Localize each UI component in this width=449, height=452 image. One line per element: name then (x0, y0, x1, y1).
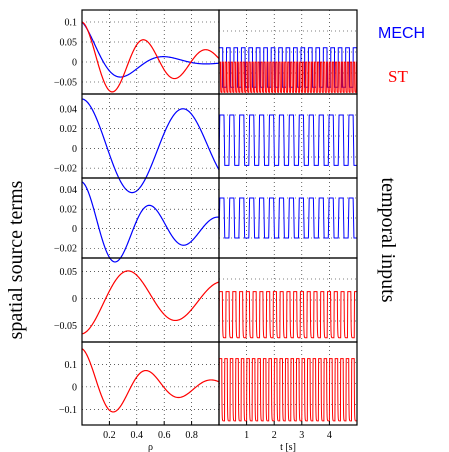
series-line-mech (81, 21, 220, 78)
series-line-st (81, 348, 220, 413)
series-line-mech (218, 114, 357, 166)
ytick-label: 0.05 (60, 267, 78, 278)
ytick-label: 0.04 (60, 104, 78, 115)
series-line-mech (218, 197, 357, 239)
legend-mech: MECH (378, 25, 425, 42)
ytick-label: 0.02 (60, 205, 78, 216)
panel-frame (81, 341, 220, 426)
series-line-st (218, 61, 357, 93)
ytick-label: 0 (72, 294, 77, 305)
ytick-label: −0.1 (59, 405, 77, 416)
series-line-mech (81, 181, 220, 263)
right-ylabel: temporal inputs (377, 178, 399, 303)
ytick-label: −0.05 (54, 321, 77, 332)
panel-frame (81, 9, 220, 95)
temporal-2-panel (218, 93, 358, 179)
xtick-label: 0.4 (131, 430, 144, 441)
series-line-mech (81, 98, 220, 194)
series-line-st (81, 21, 220, 93)
xtick-label: 0.6 (158, 430, 171, 441)
x-axis-label: ρ (148, 442, 153, 452)
ytick-label: −0.02 (54, 244, 77, 255)
series-line-st (218, 358, 357, 422)
xtick-label: 2 (272, 430, 277, 441)
ytick-label: 0 (72, 224, 77, 235)
ytick-label: 0 (72, 382, 77, 393)
ytick-label: −0.05 (54, 78, 77, 89)
temporal-3-panel (218, 177, 358, 259)
xtick-label: 3 (299, 430, 304, 441)
ytick-label: 0.05 (60, 38, 78, 49)
temporal-1-panel (218, 9, 358, 95)
xtick-label: 4 (327, 430, 332, 441)
temporal-5-panel: 1 2 3 4 t [s] (218, 341, 358, 452)
ytick-label: 0 (72, 58, 77, 69)
ytick-label: 0 (72, 144, 77, 155)
series-line-st (81, 270, 220, 335)
spatial-1-panel: 0.1 0.05 0 −0.05 (54, 9, 220, 95)
spatial-5-panel: 0.1 0 −0.1 0.2 0.4 0.6 0.8 ρ (59, 341, 220, 452)
xtick-label: 0.2 (103, 430, 116, 441)
legend-st: ST (388, 67, 408, 86)
x-axis-label: t [s] (280, 442, 296, 452)
panel-frame (218, 341, 358, 426)
series-line-st (218, 291, 357, 339)
temporal-4-panel (218, 257, 358, 343)
xtick-label: 0.8 (185, 430, 198, 441)
ytick-label: 0.1 (65, 18, 78, 29)
ytick-label: 0.1 (65, 360, 78, 371)
spatial-4-panel: 0.05 0 −0.05 (54, 257, 220, 343)
left-ylabel: spatial source terms (5, 180, 27, 339)
ytick-label: 0.02 (60, 124, 78, 135)
series-line-mech (219, 47, 358, 88)
ytick-label: 0.04 (60, 185, 78, 196)
xtick-label: 1 (244, 430, 249, 441)
panels: 0.1 0.05 0 −0.05 0.04 0.02 0 −0.02 0.04 0.02 0 −0.0… (54, 9, 358, 452)
ytick-label: −0.02 (54, 164, 77, 175)
